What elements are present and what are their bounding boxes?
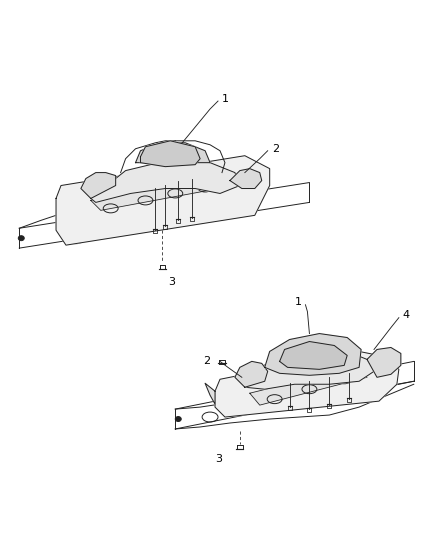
Polygon shape bbox=[81, 173, 116, 198]
Polygon shape bbox=[91, 175, 235, 211]
Polygon shape bbox=[91, 159, 240, 203]
Polygon shape bbox=[245, 348, 374, 389]
Text: 4: 4 bbox=[403, 310, 410, 320]
Text: 3: 3 bbox=[215, 454, 222, 464]
Polygon shape bbox=[141, 141, 200, 167]
Text: 1: 1 bbox=[222, 94, 229, 104]
Polygon shape bbox=[279, 342, 347, 369]
Text: 2: 2 bbox=[272, 144, 279, 154]
Text: 1: 1 bbox=[294, 297, 301, 307]
Polygon shape bbox=[367, 348, 401, 377]
Polygon shape bbox=[135, 143, 210, 163]
Polygon shape bbox=[235, 361, 268, 387]
Polygon shape bbox=[250, 367, 367, 405]
Text: 2: 2 bbox=[203, 357, 210, 366]
Ellipse shape bbox=[18, 236, 24, 241]
Polygon shape bbox=[265, 334, 361, 375]
Polygon shape bbox=[215, 351, 399, 417]
Polygon shape bbox=[205, 383, 215, 404]
Ellipse shape bbox=[175, 417, 181, 422]
Polygon shape bbox=[230, 168, 262, 189]
Text: 3: 3 bbox=[168, 277, 175, 287]
Polygon shape bbox=[56, 156, 270, 245]
